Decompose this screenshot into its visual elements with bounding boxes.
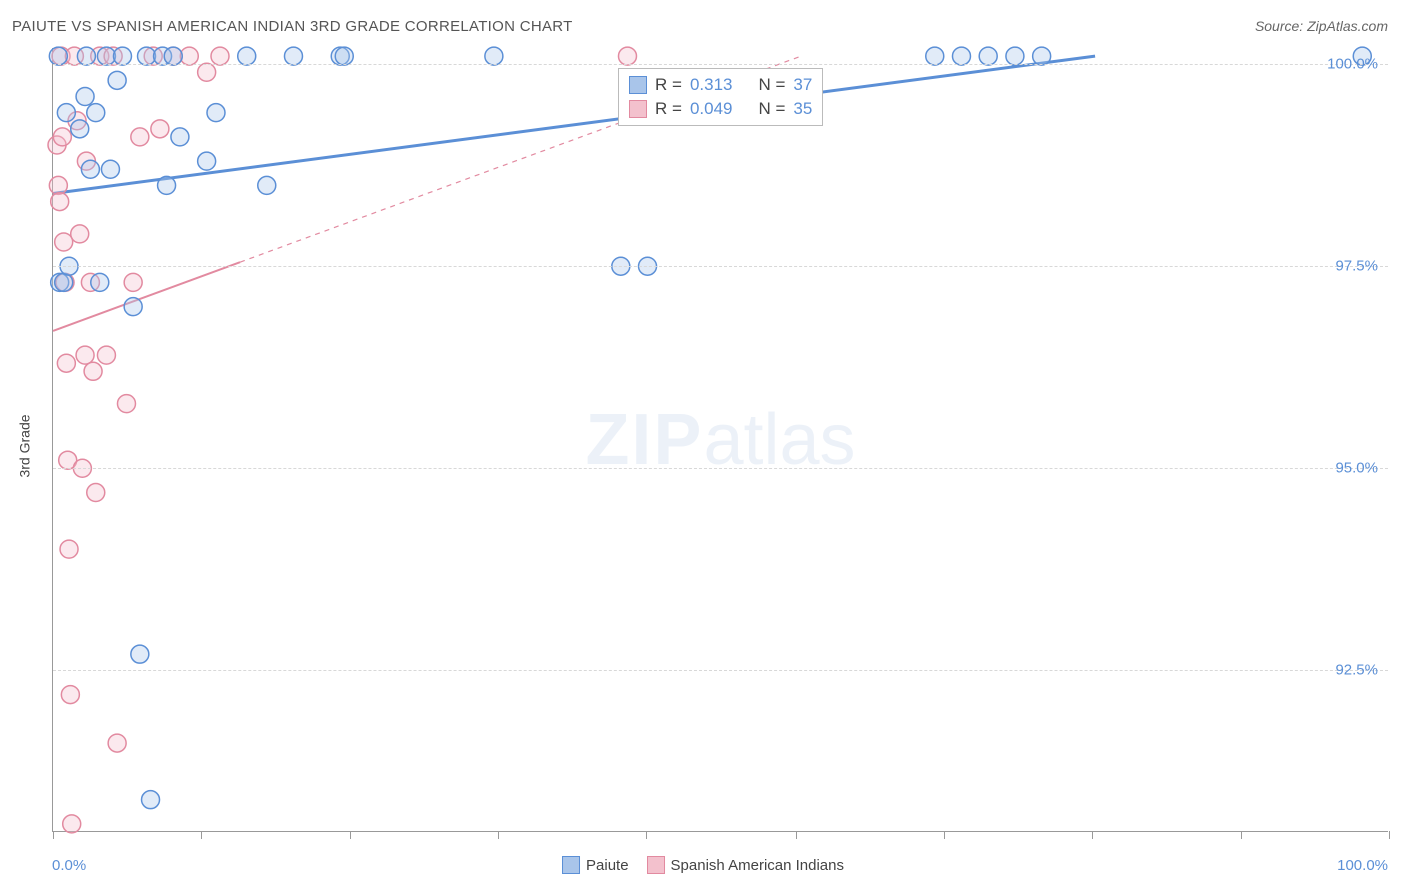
- data-point-paiute: [76, 87, 94, 105]
- stats-row-paiute: R = 0.313 N = 37: [629, 73, 812, 97]
- data-point-paiute: [142, 791, 160, 809]
- data-point-paiute: [207, 104, 225, 122]
- data-point-paiute: [258, 176, 276, 194]
- data-point-paiute: [131, 645, 149, 663]
- data-point-paiute: [238, 47, 256, 65]
- data-point-spanish: [131, 128, 149, 146]
- data-point-paiute: [108, 71, 126, 89]
- x-axis-min-label: 0.0%: [52, 857, 86, 874]
- data-point-paiute: [171, 128, 189, 146]
- stats-n-value: 35: [793, 99, 812, 119]
- data-point-spanish: [61, 686, 79, 704]
- x-tick: [646, 831, 647, 839]
- stats-r-label: R =: [655, 75, 682, 95]
- x-tick: [796, 831, 797, 839]
- data-point-paiute: [49, 47, 67, 65]
- stats-r-value: 0.313: [690, 75, 733, 95]
- data-point-paiute: [57, 104, 75, 122]
- gridline: [53, 468, 1388, 469]
- stats-r-label: R =: [655, 99, 682, 119]
- stats-row-spanish: R = 0.049 N = 35: [629, 97, 812, 121]
- trend-line-spanish: [53, 262, 240, 331]
- data-point-paiute: [164, 47, 182, 65]
- legend-label: Paiute: [586, 857, 629, 874]
- data-point-paiute: [1006, 47, 1024, 65]
- data-point-paiute: [952, 47, 970, 65]
- data-point-paiute: [81, 160, 99, 178]
- stats-n-label: N =: [758, 99, 785, 119]
- data-point-paiute: [1033, 47, 1051, 65]
- y-tick-label: 100.0%: [1327, 56, 1378, 73]
- data-point-paiute: [101, 160, 119, 178]
- data-point-spanish: [151, 120, 169, 138]
- stats-n-label: N =: [758, 75, 785, 95]
- stats-r-value: 0.049: [690, 99, 733, 119]
- data-point-paiute: [284, 47, 302, 65]
- data-point-paiute: [77, 47, 95, 65]
- data-point-paiute: [979, 47, 997, 65]
- data-point-paiute: [91, 273, 109, 291]
- gridline: [53, 266, 1388, 267]
- x-tick: [1389, 831, 1390, 839]
- data-point-paiute: [113, 47, 131, 65]
- chart-svg: [53, 48, 1389, 832]
- data-point-paiute: [71, 120, 89, 138]
- data-point-spanish: [63, 815, 81, 833]
- x-tick: [201, 831, 202, 839]
- y-tick-label: 92.5%: [1335, 662, 1378, 679]
- y-tick-label: 95.0%: [1335, 460, 1378, 477]
- data-point-spanish: [87, 484, 105, 502]
- x-tick: [350, 831, 351, 839]
- page-title: PAIUTE VS SPANISH AMERICAN INDIAN 3RD GR…: [12, 18, 573, 35]
- plot-area: ZIPatlas R =0.313N =37R =0.049N =35 92.5…: [52, 48, 1388, 832]
- x-tick: [944, 831, 945, 839]
- stats-swatch: [629, 76, 647, 94]
- x-tick: [498, 831, 499, 839]
- data-point-paiute: [55, 273, 73, 291]
- data-point-paiute: [198, 152, 216, 170]
- data-point-paiute: [124, 298, 142, 316]
- data-point-spanish: [60, 540, 78, 558]
- data-point-spanish: [76, 346, 94, 364]
- data-point-paiute: [335, 47, 353, 65]
- stats-n-value: 37: [793, 75, 812, 95]
- data-point-spanish: [211, 47, 229, 65]
- y-tick-label: 97.5%: [1335, 258, 1378, 275]
- data-point-paiute: [158, 176, 176, 194]
- data-point-spanish: [117, 395, 135, 413]
- data-point-spanish: [57, 354, 75, 372]
- gridline: [53, 670, 1388, 671]
- data-point-paiute: [87, 104, 105, 122]
- x-tick: [1092, 831, 1093, 839]
- data-point-spanish: [55, 233, 73, 251]
- x-tick: [1241, 831, 1242, 839]
- data-point-spanish: [71, 225, 89, 243]
- gridline: [53, 64, 1388, 65]
- data-point-spanish: [198, 63, 216, 81]
- source-label: Source: ZipAtlas.com: [1255, 18, 1388, 34]
- data-point-paiute: [926, 47, 944, 65]
- stats-legend-box: R = 0.313 N = 37 R = 0.049 N = 35: [618, 68, 823, 126]
- x-axis-max-label: 100.0%: [1337, 857, 1388, 874]
- x-tick: [53, 831, 54, 839]
- y-axis-title: 3rd Grade: [17, 414, 33, 477]
- data-point-spanish: [53, 128, 71, 146]
- stats-swatch: [629, 100, 647, 118]
- data-point-spanish: [51, 193, 69, 211]
- data-point-spanish: [618, 47, 636, 65]
- legend-item-spanish: Spanish American Indians: [647, 856, 844, 874]
- data-point-spanish: [49, 176, 67, 194]
- data-point-spanish: [97, 346, 115, 364]
- legend-swatch: [647, 856, 665, 874]
- data-point-spanish: [124, 273, 142, 291]
- legend-label: Spanish American Indians: [671, 857, 844, 874]
- data-point-spanish: [84, 362, 102, 380]
- data-point-paiute: [485, 47, 503, 65]
- legend-swatch: [562, 856, 580, 874]
- bottom-legend: Paiute Spanish American Indians: [562, 856, 844, 874]
- data-point-spanish: [108, 734, 126, 752]
- legend-item-paiute: Paiute: [562, 856, 629, 874]
